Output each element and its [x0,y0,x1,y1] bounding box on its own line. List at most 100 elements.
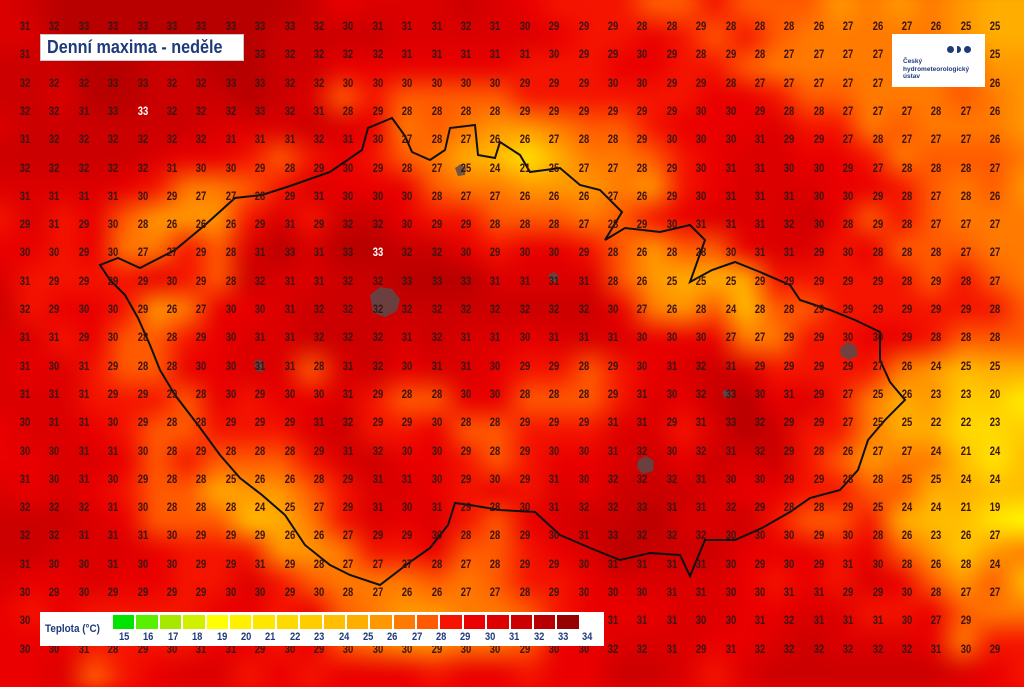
temperature-label: 26 [637,247,648,260]
temperature-label: 30 [695,332,707,345]
temperature-label: 30 [548,530,560,543]
temperature-label: 30 [225,360,237,373]
temperature-label: 32 [19,304,31,316]
temperature-label: 29 [813,275,825,288]
temperature-label: 30 [784,558,795,571]
temperature-label: 29 [813,388,825,401]
temperature-label: 33 [196,21,207,33]
temperature-label: 32 [19,77,31,90]
temperature-label: 31 [313,247,325,260]
temperature-label: 31 [254,558,266,571]
temperature-label: 28 [196,502,207,515]
temperature-label: 32 [196,105,207,118]
temperature-label: 27 [872,162,883,175]
temperature-label: 24 [989,445,1001,458]
temperature-label: 29 [78,219,90,232]
temperature-label: 27 [960,105,972,118]
temperature-label: 28 [842,473,854,486]
temperature-label: 31 [431,21,442,33]
temperature-label: 30 [107,473,119,486]
temperature-label: 29 [578,49,589,62]
temperature-label: 29 [78,247,90,260]
temperature-label: 32 [754,643,766,656]
temperature-label: 32 [372,445,384,458]
temperature-label: 31 [254,134,266,147]
temperature-label: 26 [901,530,913,543]
temperature-label: 32 [343,275,354,288]
temperature-label: 26 [901,388,913,401]
temperature-label: 31 [637,615,648,628]
temperature-label: 29 [372,162,384,175]
temperature-label: 32 [607,643,619,656]
temperature-label: 29 [813,473,825,486]
temperature-label: 32 [49,502,60,515]
temperature-label: 30 [107,247,119,260]
temperature-label: 26 [490,134,501,147]
temperature-label: 24 [490,162,501,175]
temperature-label: 32 [695,360,707,373]
legend-tick: 24 [338,631,349,643]
temperature-label: 30 [490,77,501,90]
temperature-label: 31 [519,275,531,288]
temperature-label: 28 [784,21,795,33]
temperature-label: 30 [666,134,678,147]
temperature-label: 27 [754,332,766,345]
temperature-label: 28 [695,247,707,260]
temperature-label: 30 [372,134,384,147]
temperature-label: 31 [49,219,60,232]
temperature-label: 30 [460,388,472,401]
temperature-label: 28 [490,417,501,430]
temperature-label: 27 [431,162,442,175]
temperature-label: 30 [49,558,60,571]
temperature-label: 32 [372,49,384,62]
temperature-label: 29 [166,190,178,203]
temperature-label: 27 [842,77,854,90]
temperature-label: 29 [960,615,972,628]
temperature-label: 30 [519,332,531,345]
temperature-label: 30 [49,473,60,486]
temperature-label: 32 [196,134,207,147]
temperature-label: 24 [931,445,942,458]
temperature-label: 29 [196,332,207,345]
temperature-label: 33 [401,275,413,288]
country-border [98,116,907,587]
temperature-label: 29 [372,530,384,543]
legend-ticks: 15 16 17 18 19 20 21 22 23 24 25 26 27 28 29 30 31 32 33 34 [112,631,600,643]
temperature-label: 28 [842,219,854,232]
temperature-label: 32 [607,473,619,486]
temperature-label: 25 [989,360,1001,373]
temperature-label: 30 [284,643,295,656]
temperature-label: 27 [784,49,795,62]
temperature-label: 26 [989,105,1001,118]
temperature-label: 32 [78,77,90,90]
legend-swatch-19 [205,614,229,630]
temperature-label: 32 [784,643,795,656]
temperature-label: 29 [137,643,148,656]
temperature-label: 28 [813,502,825,515]
temperature-label: 31 [49,417,60,430]
temperature-label: 29 [842,162,854,175]
temperature-label: 31 [107,530,119,543]
temperature-label: 29 [519,360,531,373]
legend-tick: 15 [118,631,130,643]
temperature-label: 30 [137,502,148,515]
temperature-label: 29 [107,587,119,599]
temperature-label: 32 [49,162,60,175]
temperature-label: 31 [372,502,384,515]
temperature-label: 31 [78,445,90,458]
temperature-label: 30 [313,388,325,401]
temperature-label: 28 [784,105,795,118]
temperature-label: 28 [284,162,295,175]
temperature-label: 31 [754,247,766,260]
temperature-label: 27 [989,162,1001,175]
legend-swatch-33 [533,614,557,630]
temperature-label: 30 [842,530,854,543]
temperature-label: 28 [666,247,678,260]
temperature-label: 31 [578,332,589,345]
temperature-label: 31 [813,615,825,628]
temperature-label: 32 [460,21,472,33]
temperature-label: 29 [872,190,883,203]
temperature-label: 26 [989,134,1001,147]
temperature-label: 31 [401,49,413,62]
temperature-label: 29 [607,360,619,373]
